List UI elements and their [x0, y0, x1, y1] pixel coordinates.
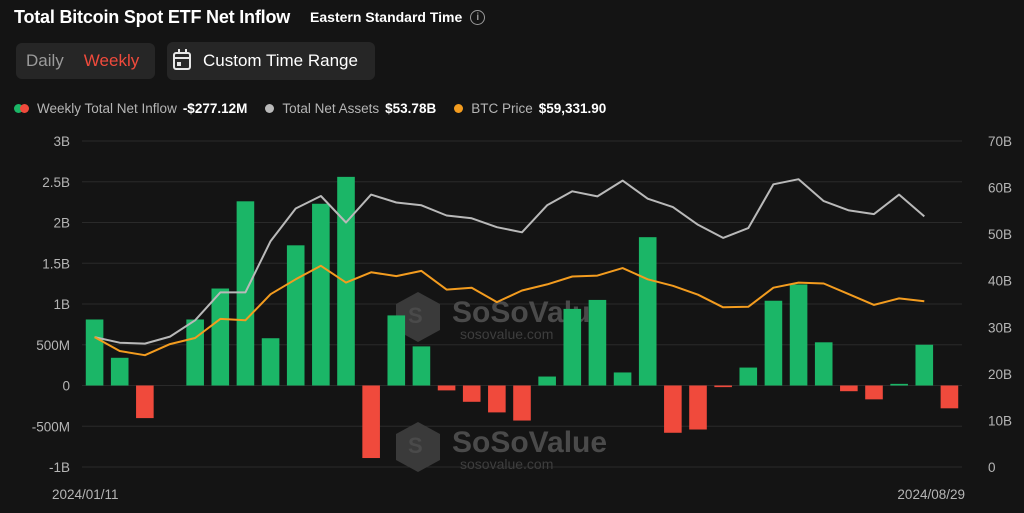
btc-price-line[interactable]	[94, 264, 925, 357]
axes: 3B 2.5B 2B 1.5B 1B 500M 0 -500M -1B 70B 60B 50B 40B 3…	[32, 134, 1012, 475]
inflow-bar[interactable]	[236, 201, 255, 386]
inflow-bar[interactable]	[840, 385, 858, 392]
inflow-bar[interactable]	[286, 245, 305, 386]
left-tick-label: 1B	[53, 297, 70, 312]
inflow-bar[interactable]	[689, 385, 707, 430]
watermark-url: sosovalue.com	[460, 326, 553, 342]
inflow-bar[interactable]	[437, 385, 456, 391]
inflow-bar[interactable]	[638, 237, 657, 386]
watermark-top: S SoSoValue sosovalue.com	[396, 292, 607, 342]
weekly-option[interactable]: Weekly	[83, 51, 140, 70]
inflow-bar[interactable]	[186, 319, 204, 386]
inflow-bar[interactable]	[814, 342, 833, 386]
inflow-bar[interactable]	[865, 385, 883, 400]
inflow-bar[interactable]	[664, 385, 682, 433]
price-dot-icon	[454, 103, 464, 113]
inflow-bar[interactable]	[563, 308, 582, 386]
right-tick-label: 40B	[988, 274, 1012, 289]
right-tick-label: 10B	[988, 413, 1012, 428]
left-tick-label: 1.5B	[42, 256, 70, 271]
assets-dot-icon	[265, 103, 275, 113]
inflow-bar[interactable]	[739, 367, 758, 386]
inflow-bar[interactable]	[211, 288, 230, 386]
inflow-dot-icon	[14, 103, 29, 113]
left-tick-label: 3B	[53, 134, 70, 149]
inflow-bar[interactable]	[488, 385, 506, 413]
inflow-bar[interactable]	[387, 315, 406, 386]
watermark-name-2: SoSoValue	[452, 426, 607, 459]
watermark-name: SoSoValue	[452, 296, 607, 329]
right-tick-label: 50B	[988, 227, 1012, 242]
inflow-bar[interactable]	[261, 338, 280, 386]
right-tick-label: 0	[988, 460, 996, 475]
calendar-icon	[173, 49, 191, 70]
legend-inflow-label: Weekly Total Net Inflow	[37, 100, 177, 116]
watermark: S SoSoValue sosovalue.com S SoSoValue so…	[396, 292, 607, 472]
info-icon[interactable]: i	[470, 9, 486, 25]
legend-inflow[interactable]: Weekly Total Net Inflow -$277.12M	[14, 101, 247, 116]
inflow-bar[interactable]	[714, 385, 732, 388]
period-toggle: Daily Weekly	[16, 43, 155, 79]
custom-time-range-label: Custom Time Range	[203, 51, 358, 70]
inflow-bar[interactable]	[412, 346, 431, 386]
legend: Weekly Total Net Inflow -$277.12M Total …	[14, 99, 606, 117]
right-tick-label: 20B	[988, 367, 1012, 382]
svg-text:S: S	[408, 433, 423, 458]
legend-assets[interactable]: Total Net Assets $53.78B	[265, 101, 436, 116]
inflow-bar[interactable]	[312, 203, 330, 386]
inflow-bar[interactable]	[362, 385, 380, 459]
svg-text:S: S	[408, 303, 423, 328]
inflow-bar[interactable]	[110, 357, 129, 386]
inflow-bar[interactable]	[940, 385, 959, 409]
inflow-bar[interactable]	[588, 299, 607, 386]
right-tick-label: 30B	[988, 320, 1012, 335]
right-tick-label: 60B	[988, 181, 1012, 196]
left-tick-label: -1B	[49, 460, 70, 475]
left-tick-label: 2B	[53, 216, 70, 231]
left-tick-label: 0	[62, 379, 70, 394]
legend-assets-label: Total Net Assets	[282, 100, 380, 116]
left-tick-label: 500M	[36, 338, 70, 353]
inflow-bar[interactable]	[764, 300, 783, 386]
inflow-bar[interactable]	[462, 385, 481, 402]
chart-header: Total Bitcoin Spot ETF Net Inflow Easter…	[14, 5, 486, 29]
chart-title: Total Bitcoin Spot ETF Net Inflow	[14, 6, 291, 27]
legend-assets-value: $53.78B	[385, 100, 437, 116]
watermark-bottom: S SoSoValue sosovalue.com	[396, 422, 607, 472]
right-tick-label: 70B	[988, 134, 1012, 149]
inflow-bar[interactable]	[85, 319, 104, 386]
inflow-bar[interactable]	[890, 383, 908, 386]
left-tick-label: -500M	[32, 419, 70, 434]
inflow-bar[interactable]	[915, 344, 934, 386]
daily-option[interactable]: Daily	[26, 51, 64, 70]
timezone-label: Eastern Standard Time	[310, 9, 463, 25]
line-series	[94, 178, 925, 357]
watermark-url-2: sosovalue.com	[460, 456, 553, 472]
legend-inflow-value: -$277.12M	[182, 100, 248, 116]
x-end-label: 2024/08/29	[897, 487, 965, 502]
legend-price-value: $59,331.90	[538, 100, 607, 116]
inflow-bar[interactable]	[789, 284, 808, 386]
legend-price-label: BTC Price	[471, 100, 533, 116]
total-net-assets-line[interactable]	[94, 178, 925, 345]
legend-price[interactable]: BTC Price $59,331.90	[454, 101, 606, 116]
inflow-bar[interactable]	[337, 176, 355, 386]
inflow-bar[interactable]	[513, 385, 531, 421]
inflow-bar[interactable]	[613, 372, 632, 386]
left-tick-label: 2.5B	[42, 175, 70, 190]
x-start-label: 2024/01/11	[52, 487, 119, 502]
inflow-bar[interactable]	[136, 385, 154, 419]
inflow-bars	[85, 176, 959, 459]
custom-time-range-button[interactable]: Custom Time Range	[167, 42, 375, 80]
inflow-bar[interactable]	[538, 376, 556, 386]
